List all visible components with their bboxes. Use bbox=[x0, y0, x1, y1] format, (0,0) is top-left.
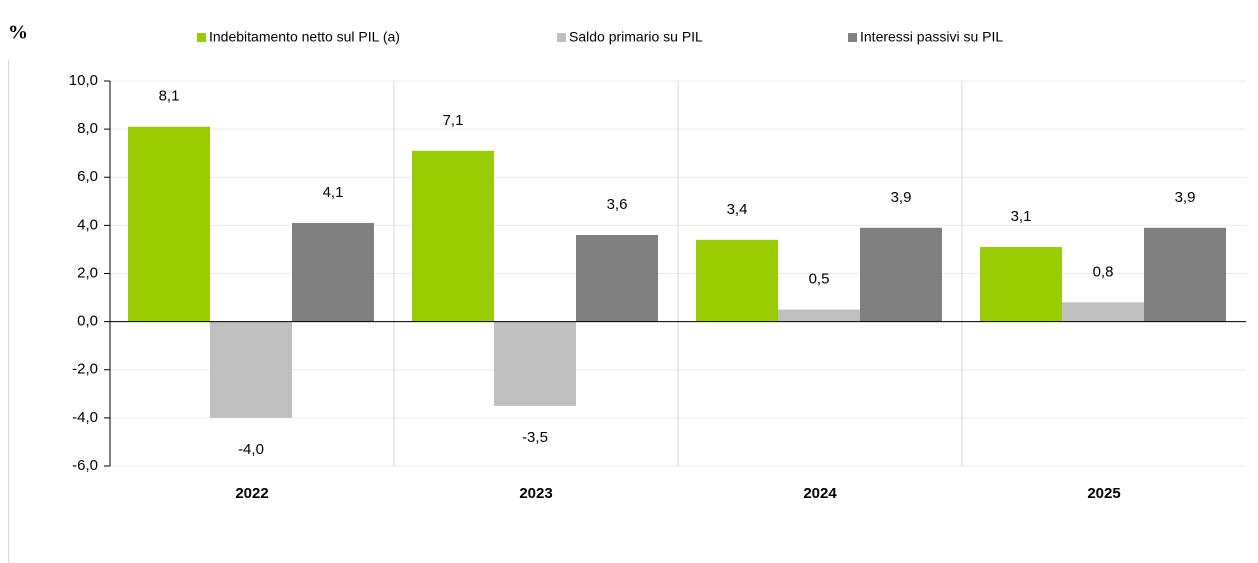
bar bbox=[128, 126, 210, 322]
value-label: -3,5 bbox=[522, 429, 548, 446]
y-tick-label: 2,0 bbox=[77, 264, 98, 281]
value-label: 0,8 bbox=[1093, 263, 1114, 280]
bar bbox=[210, 321, 292, 418]
value-label: 7,1 bbox=[443, 112, 464, 129]
legend-label: Saldo primario su PIL bbox=[569, 29, 703, 45]
y-axis-unit: % bbox=[8, 22, 28, 44]
bar bbox=[1144, 227, 1226, 322]
y-tick-label: 8,0 bbox=[77, 120, 98, 137]
y-tick-label: 0,0 bbox=[77, 313, 98, 330]
bar bbox=[696, 239, 778, 322]
x-tick-label: 2023 bbox=[519, 485, 552, 502]
value-label: -4,0 bbox=[238, 441, 264, 458]
bar bbox=[778, 309, 860, 322]
x-tick-label: 2022 bbox=[235, 485, 268, 502]
legend-swatch bbox=[197, 33, 206, 42]
legend-label: Interessi passivi su PIL bbox=[860, 29, 1003, 45]
bar bbox=[576, 235, 658, 322]
x-tick-label: 2024 bbox=[803, 485, 837, 502]
value-label: 3,9 bbox=[891, 189, 912, 206]
value-label: 0,5 bbox=[809, 271, 830, 288]
value-label: 3,1 bbox=[1011, 208, 1032, 225]
y-tick-label: 4,0 bbox=[77, 216, 98, 233]
legend-swatch bbox=[848, 33, 857, 42]
bar bbox=[860, 227, 942, 322]
x-tick-label: 2025 bbox=[1087, 485, 1120, 502]
y-tick-label: -6,0 bbox=[72, 457, 98, 474]
value-label: 4,1 bbox=[323, 184, 344, 201]
value-label: 3,9 bbox=[1175, 189, 1196, 206]
legend-label: Indebitamento netto sul PIL (a) bbox=[209, 29, 400, 45]
legend-swatch bbox=[557, 33, 566, 42]
y-tick-label: -4,0 bbox=[72, 409, 98, 426]
y-tick-label: 10,0 bbox=[69, 72, 98, 89]
value-label: 3,6 bbox=[607, 196, 628, 213]
bar bbox=[980, 247, 1062, 322]
bar bbox=[412, 150, 494, 322]
bar bbox=[292, 222, 374, 322]
y-tick-label: -2,0 bbox=[72, 361, 98, 378]
value-label: 8,1 bbox=[159, 88, 180, 105]
bar bbox=[494, 321, 576, 406]
bar bbox=[1062, 302, 1144, 322]
y-tick-label: 6,0 bbox=[77, 168, 98, 185]
value-label: 3,4 bbox=[727, 201, 748, 218]
